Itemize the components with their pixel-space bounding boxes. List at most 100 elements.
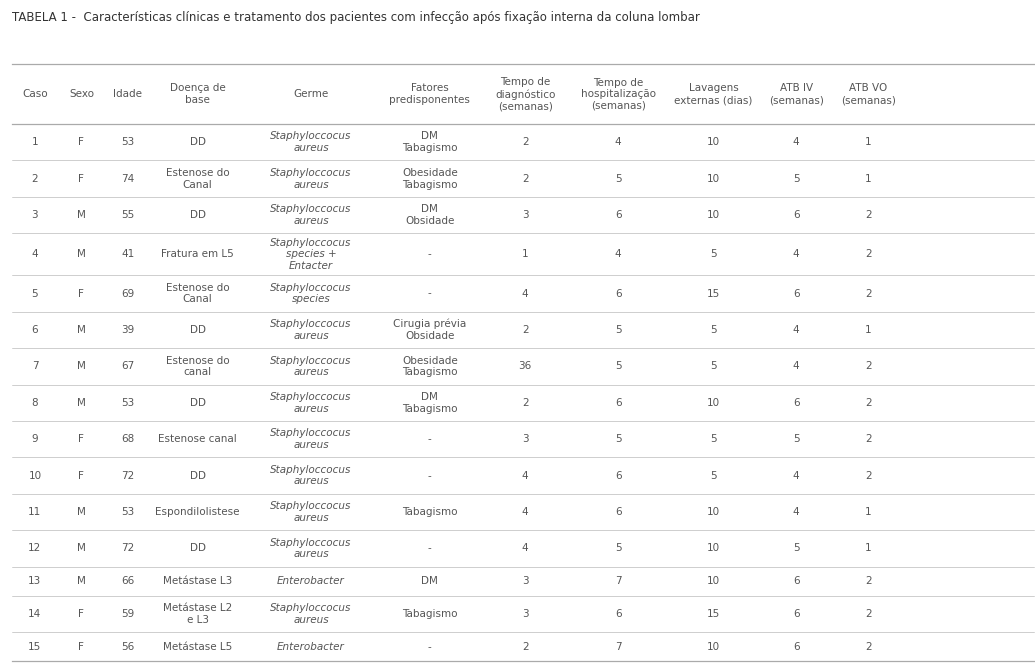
Text: 66: 66 xyxy=(121,576,135,586)
Text: Estenose do
Canal: Estenose do Canal xyxy=(166,168,230,190)
Text: F: F xyxy=(79,609,84,619)
Text: 5: 5 xyxy=(710,249,717,259)
Text: DD: DD xyxy=(189,325,206,335)
Text: 72: 72 xyxy=(121,471,135,481)
Text: 68: 68 xyxy=(121,434,135,444)
Text: M: M xyxy=(77,249,86,259)
Text: DM
Tabagismo: DM Tabagismo xyxy=(402,131,457,153)
Text: 1: 1 xyxy=(522,249,529,259)
Text: 55: 55 xyxy=(121,210,135,220)
Text: M: M xyxy=(77,507,86,517)
Text: 5: 5 xyxy=(793,434,799,444)
Text: Enterobacter: Enterobacter xyxy=(277,576,345,586)
Text: 5: 5 xyxy=(615,362,621,372)
Text: 53: 53 xyxy=(121,398,135,408)
Text: 9: 9 xyxy=(32,434,38,444)
Text: 5: 5 xyxy=(32,288,38,298)
Text: 6: 6 xyxy=(793,288,799,298)
Text: 56: 56 xyxy=(121,642,135,652)
Text: 3: 3 xyxy=(32,210,38,220)
Text: ATB IV
(semanas): ATB IV (semanas) xyxy=(769,83,824,105)
Text: Caso: Caso xyxy=(22,89,48,99)
Text: 5: 5 xyxy=(710,434,717,444)
Text: Staphyloccocus
aureus: Staphyloccocus aureus xyxy=(270,603,352,625)
Text: Metástase L3: Metástase L3 xyxy=(162,576,232,586)
Text: 6: 6 xyxy=(615,609,621,619)
Text: Tabagismo: Tabagismo xyxy=(402,609,457,619)
Text: Metástase L5: Metástase L5 xyxy=(162,642,232,652)
Text: 5: 5 xyxy=(710,471,717,481)
Text: 4: 4 xyxy=(522,507,529,517)
Text: 2: 2 xyxy=(865,398,871,408)
Text: Tempo de
hospitalização
(semanas): Tempo de hospitalização (semanas) xyxy=(581,78,655,111)
Text: 2: 2 xyxy=(32,174,38,184)
Text: Staphyloccocus
species +
Entacter: Staphyloccocus species + Entacter xyxy=(270,238,352,271)
Text: 2: 2 xyxy=(865,471,871,481)
Text: DM
Tabagismo: DM Tabagismo xyxy=(402,392,457,414)
Text: 36: 36 xyxy=(519,362,532,372)
Text: Estenose do
Canal: Estenose do Canal xyxy=(166,283,230,304)
Text: DM
Obsidade: DM Obsidade xyxy=(405,204,454,226)
Text: 5: 5 xyxy=(793,543,799,553)
Text: 15: 15 xyxy=(28,642,41,652)
Text: 7: 7 xyxy=(32,362,38,372)
Text: Tempo de
diagnóstico
(semanas): Tempo de diagnóstico (semanas) xyxy=(495,77,556,111)
Text: 1: 1 xyxy=(865,543,871,553)
Text: 1: 1 xyxy=(865,137,871,147)
Text: 5: 5 xyxy=(793,174,799,184)
Text: 2: 2 xyxy=(522,325,529,335)
Text: 14: 14 xyxy=(28,609,41,619)
Text: 4: 4 xyxy=(615,249,621,259)
Text: 72: 72 xyxy=(121,543,135,553)
Text: -: - xyxy=(427,288,432,298)
Text: -: - xyxy=(427,249,432,259)
Text: 6: 6 xyxy=(615,398,621,408)
Text: 4: 4 xyxy=(793,325,799,335)
Text: 1: 1 xyxy=(865,325,871,335)
Text: 13: 13 xyxy=(28,576,41,586)
Text: M: M xyxy=(77,543,86,553)
Text: 5: 5 xyxy=(710,325,717,335)
Text: 12: 12 xyxy=(28,543,41,553)
Text: 67: 67 xyxy=(121,362,135,372)
Text: ATB VO
(semanas): ATB VO (semanas) xyxy=(841,83,896,105)
Text: 4: 4 xyxy=(32,249,38,259)
Text: DD: DD xyxy=(189,471,206,481)
Text: F: F xyxy=(79,434,84,444)
Text: 2: 2 xyxy=(865,249,871,259)
Text: F: F xyxy=(79,471,84,481)
Text: F: F xyxy=(79,288,84,298)
Text: 2: 2 xyxy=(522,137,529,147)
Text: 2: 2 xyxy=(865,288,871,298)
Text: DD: DD xyxy=(189,398,206,408)
Text: 10: 10 xyxy=(707,137,720,147)
Text: 1: 1 xyxy=(32,137,38,147)
Text: 41: 41 xyxy=(121,249,135,259)
Text: 10: 10 xyxy=(707,642,720,652)
Text: Lavagens
externas (dias): Lavagens externas (dias) xyxy=(675,83,752,105)
Text: Espondilolistese: Espondilolistese xyxy=(155,507,240,517)
Text: 8: 8 xyxy=(32,398,38,408)
Text: Staphyloccocus
aureus: Staphyloccocus aureus xyxy=(270,356,352,377)
Text: 3: 3 xyxy=(522,434,529,444)
Text: M: M xyxy=(77,362,86,372)
Text: 5: 5 xyxy=(615,325,621,335)
Text: 4: 4 xyxy=(793,507,799,517)
Text: 4: 4 xyxy=(522,543,529,553)
Text: 3: 3 xyxy=(522,576,529,586)
Text: -: - xyxy=(427,434,432,444)
Text: 2: 2 xyxy=(522,174,529,184)
Text: Estenose do
canal: Estenose do canal xyxy=(166,356,230,377)
Text: F: F xyxy=(79,174,84,184)
Text: TABELA 1 -  Características clínicas e tratamento dos pacientes com infecção apó: TABELA 1 - Características clínicas e tr… xyxy=(11,11,700,25)
Text: 6: 6 xyxy=(615,288,621,298)
Text: 2: 2 xyxy=(865,609,871,619)
Text: 10: 10 xyxy=(707,543,720,553)
Text: 4: 4 xyxy=(615,137,621,147)
Text: Sexo: Sexo xyxy=(69,89,94,99)
Text: 6: 6 xyxy=(615,507,621,517)
Text: -: - xyxy=(427,642,432,652)
Text: 15: 15 xyxy=(707,288,720,298)
Text: 7: 7 xyxy=(615,642,621,652)
Text: 4: 4 xyxy=(522,288,529,298)
